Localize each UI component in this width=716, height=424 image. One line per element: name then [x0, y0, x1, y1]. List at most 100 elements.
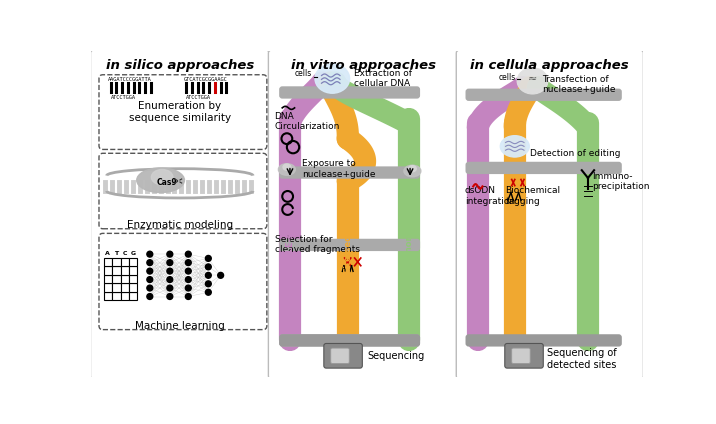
- FancyBboxPatch shape: [268, 50, 460, 379]
- Text: dsODN
integration: dsODN integration: [465, 187, 515, 206]
- Ellipse shape: [283, 164, 291, 170]
- Circle shape: [147, 251, 153, 257]
- Text: cells: cells: [295, 70, 312, 78]
- FancyBboxPatch shape: [279, 334, 420, 346]
- Text: in silico approaches: in silico approaches: [106, 59, 254, 73]
- Ellipse shape: [151, 170, 173, 185]
- Ellipse shape: [137, 168, 185, 192]
- FancyBboxPatch shape: [99, 75, 267, 149]
- FancyBboxPatch shape: [465, 334, 621, 346]
- Text: BLESS, BLISS: BLESS, BLISS: [511, 212, 519, 273]
- Text: A: A: [105, 251, 110, 257]
- FancyBboxPatch shape: [505, 343, 543, 368]
- Text: Selection for
cleaved fragments: Selection for cleaved fragments: [274, 235, 359, 254]
- FancyBboxPatch shape: [324, 343, 362, 368]
- Text: T: T: [115, 251, 118, 257]
- Text: ≈: ≈: [528, 74, 537, 84]
- Text: Cas9: Cas9: [157, 178, 178, 187]
- Text: Detection of editing: Detection of editing: [530, 149, 621, 159]
- Bar: [129, 283, 137, 292]
- Text: in vitro approaches: in vitro approaches: [291, 59, 436, 73]
- Circle shape: [167, 251, 173, 257]
- Bar: [104, 283, 112, 292]
- Text: DISCOVER-seq: DISCOVER-seq: [584, 206, 592, 273]
- Text: Digenome-seq: Digenome-seq: [404, 205, 413, 273]
- Circle shape: [185, 293, 191, 299]
- Text: Immuno-
precipitation: Immuno- precipitation: [593, 172, 650, 191]
- FancyBboxPatch shape: [279, 334, 420, 346]
- Circle shape: [185, 268, 191, 274]
- Text: Enzymatic modeling: Enzymatic modeling: [127, 220, 233, 229]
- Bar: [112, 275, 120, 283]
- Bar: [120, 292, 129, 300]
- Bar: [112, 283, 120, 292]
- Bar: [120, 275, 129, 283]
- Circle shape: [147, 276, 153, 282]
- Text: Extraction of
cellular DNA: Extraction of cellular DNA: [354, 69, 412, 88]
- Bar: [120, 283, 129, 292]
- Circle shape: [205, 281, 211, 287]
- Text: Machine learning: Machine learning: [135, 321, 225, 331]
- Circle shape: [185, 260, 191, 265]
- FancyBboxPatch shape: [331, 348, 349, 363]
- Text: AAGATCCCGGATTA: AAGATCCCGGATTA: [108, 77, 152, 82]
- Bar: [104, 275, 112, 283]
- Circle shape: [147, 268, 153, 274]
- FancyBboxPatch shape: [512, 348, 530, 363]
- FancyBboxPatch shape: [456, 50, 644, 379]
- Bar: [120, 258, 129, 266]
- Ellipse shape: [404, 165, 421, 177]
- Bar: [120, 266, 129, 275]
- Bar: [129, 275, 137, 283]
- Circle shape: [185, 285, 191, 291]
- Circle shape: [167, 260, 173, 265]
- Circle shape: [218, 272, 223, 278]
- FancyBboxPatch shape: [465, 89, 621, 101]
- Circle shape: [185, 276, 191, 282]
- Bar: [112, 258, 120, 266]
- Text: Site-seq: Site-seq: [343, 234, 352, 273]
- Circle shape: [147, 293, 153, 299]
- Ellipse shape: [409, 166, 416, 172]
- Bar: [129, 292, 137, 300]
- Circle shape: [167, 276, 173, 282]
- Circle shape: [147, 260, 153, 265]
- Text: G: G: [131, 251, 136, 257]
- Ellipse shape: [517, 68, 548, 94]
- Bar: [104, 266, 112, 275]
- Text: GUIDE-seq: GUIDE-seq: [473, 224, 483, 273]
- Text: Biochemical
tagging: Biochemical tagging: [505, 187, 561, 206]
- Circle shape: [205, 289, 211, 295]
- Text: ATCCTGGA: ATCCTGGA: [186, 95, 211, 100]
- Ellipse shape: [279, 164, 295, 175]
- Circle shape: [147, 285, 153, 291]
- Text: Transfection of
nuclease+guide: Transfection of nuclease+guide: [542, 75, 615, 94]
- Circle shape: [185, 251, 191, 257]
- Circle shape: [167, 285, 173, 291]
- Bar: [104, 292, 112, 300]
- Ellipse shape: [500, 136, 529, 157]
- Bar: [129, 258, 137, 266]
- Text: GTCATCGCGGAAGC: GTCATCGCGGAAGC: [184, 77, 228, 82]
- Circle shape: [167, 293, 173, 299]
- Circle shape: [205, 256, 211, 261]
- FancyBboxPatch shape: [465, 162, 621, 174]
- Ellipse shape: [315, 64, 349, 93]
- Circle shape: [205, 264, 211, 270]
- FancyBboxPatch shape: [279, 239, 420, 251]
- Text: CIRCLE-seq: CIRCLE-seq: [286, 220, 294, 273]
- Text: cells: cells: [498, 73, 516, 81]
- Bar: [129, 266, 137, 275]
- Bar: [112, 266, 120, 275]
- Text: in cellula approaches: in cellula approaches: [470, 59, 629, 73]
- FancyBboxPatch shape: [279, 86, 420, 99]
- Text: C: C: [122, 251, 127, 257]
- Text: Sequencing of
detected sites: Sequencing of detected sites: [547, 348, 616, 370]
- Text: Enumeration by
sequence similarity: Enumeration by sequence similarity: [129, 101, 231, 123]
- Text: Sequencing: Sequencing: [367, 351, 424, 361]
- Bar: [112, 292, 120, 300]
- FancyBboxPatch shape: [279, 166, 420, 179]
- FancyBboxPatch shape: [99, 233, 267, 329]
- Circle shape: [167, 268, 173, 274]
- Circle shape: [205, 272, 211, 278]
